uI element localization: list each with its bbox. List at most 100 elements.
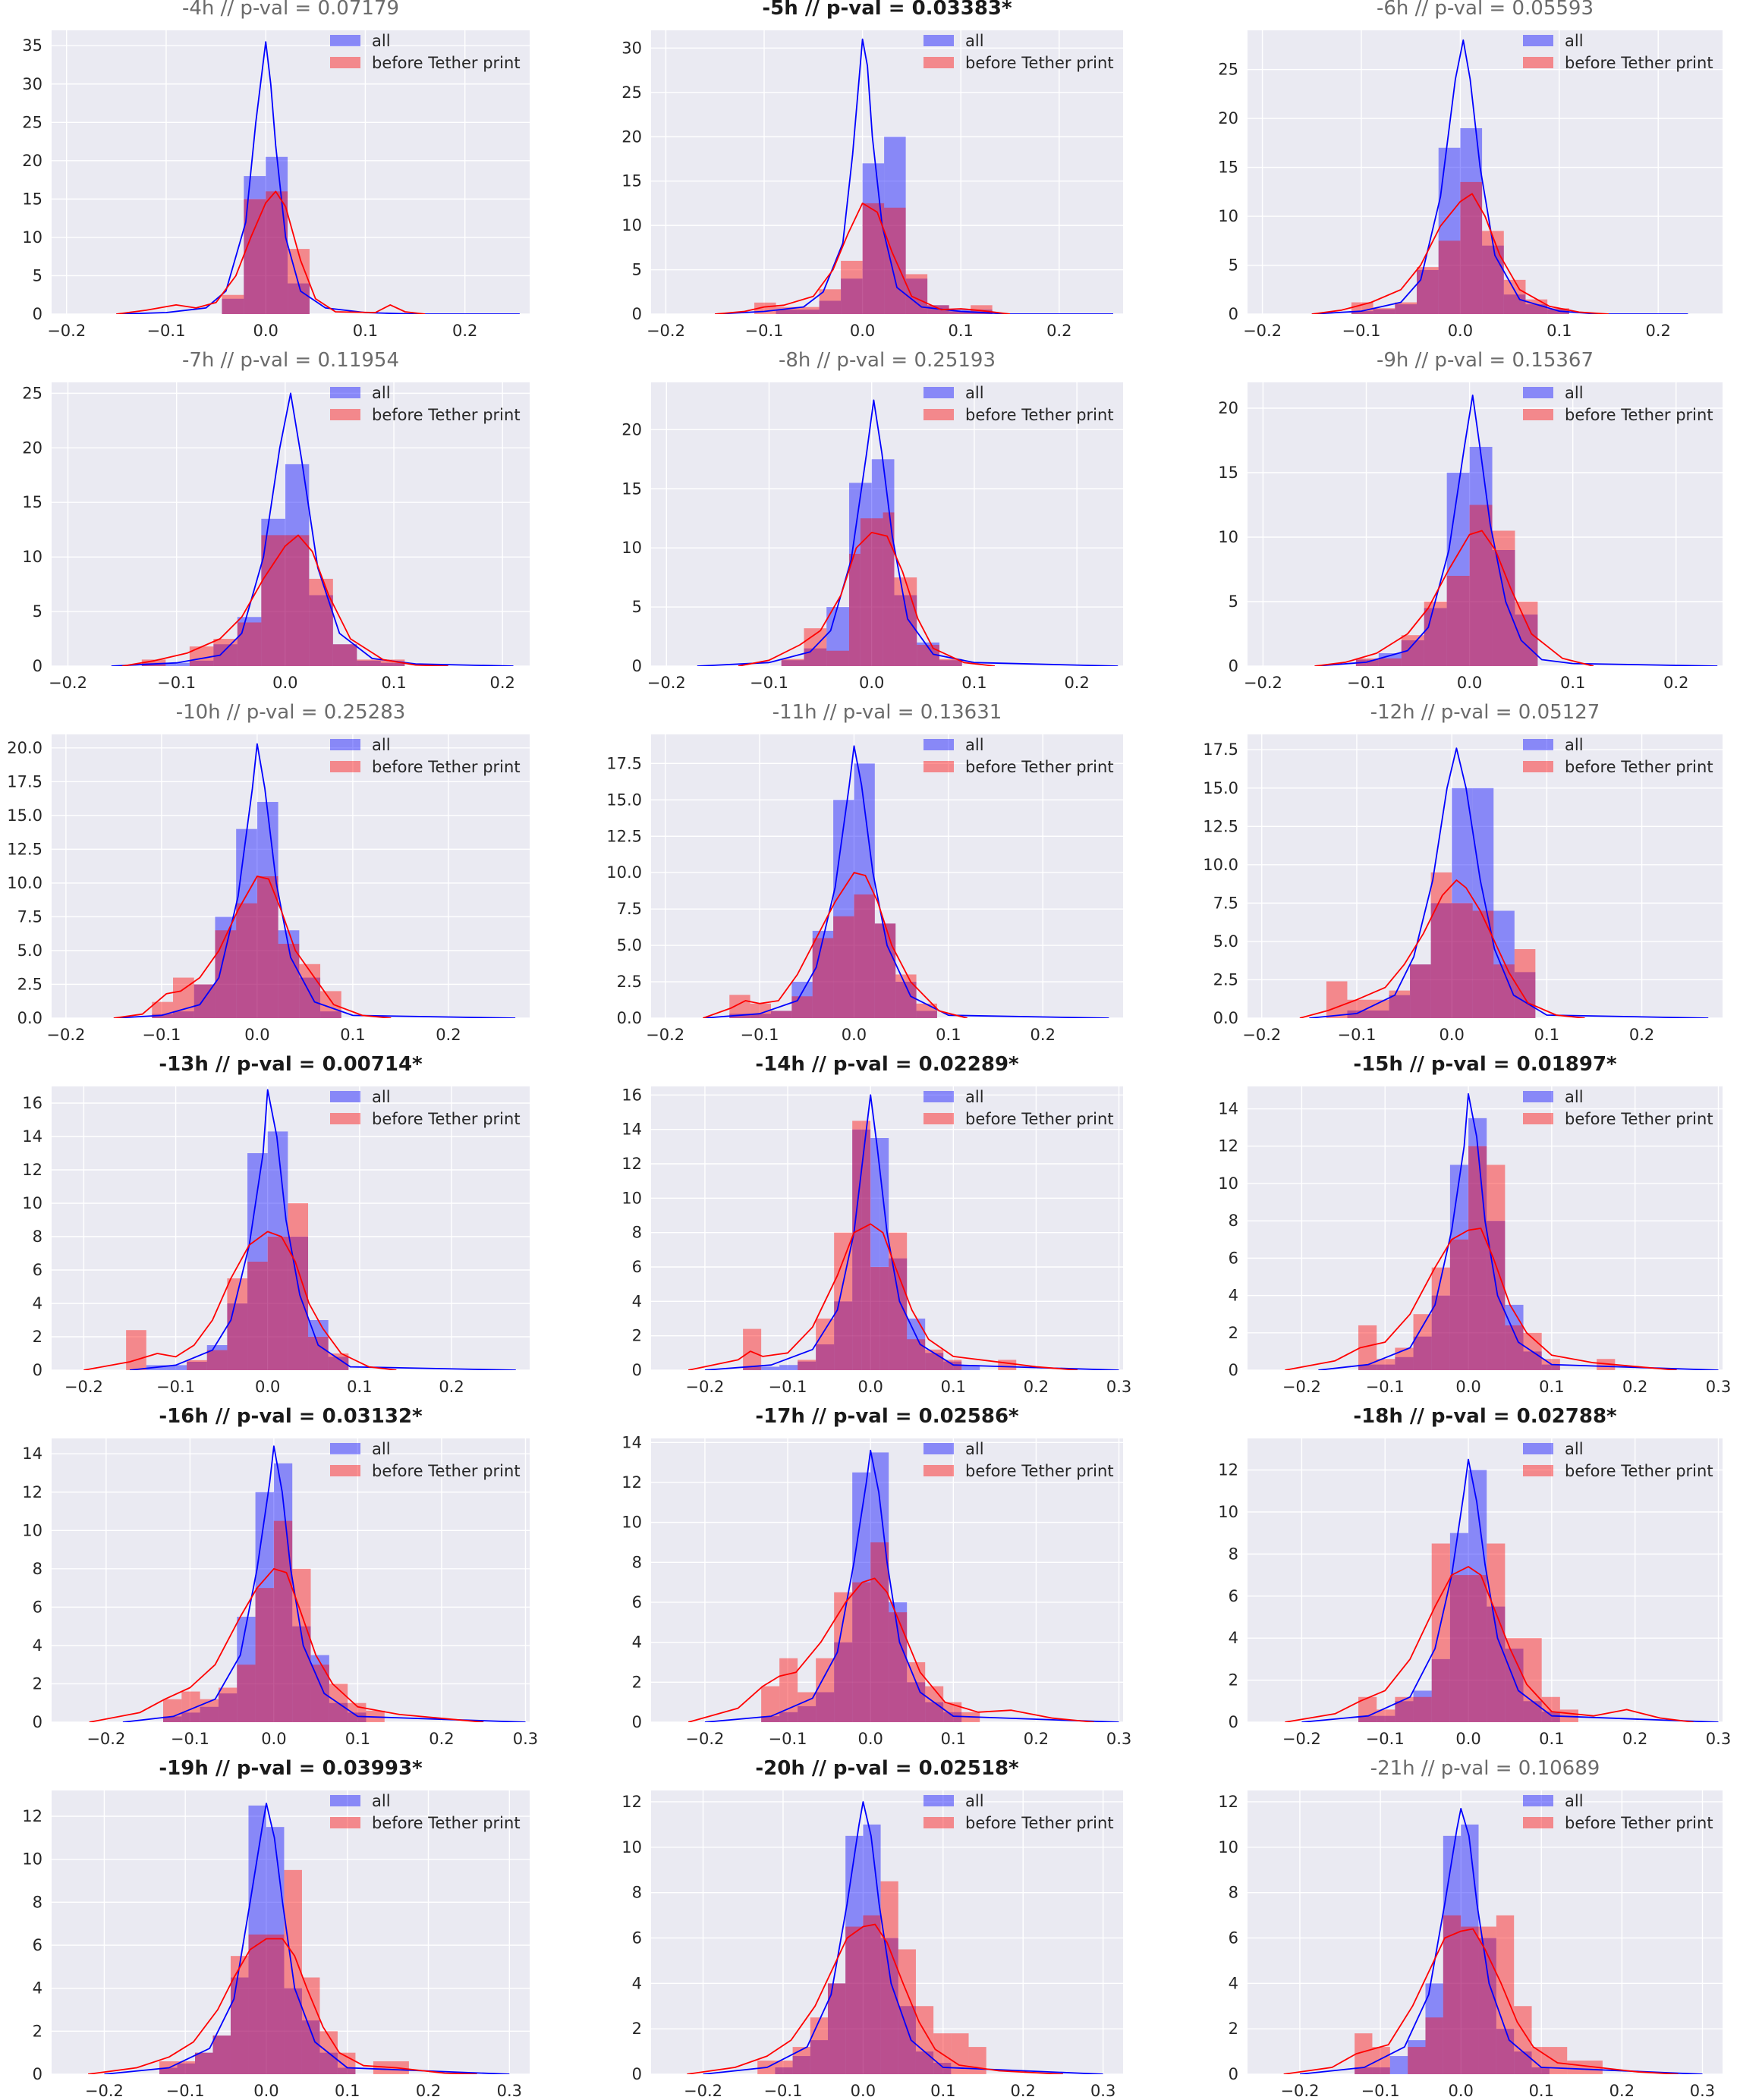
kde-line-before-tether: [715, 202, 1011, 314]
y-tick-label: 12: [1218, 1137, 1238, 1155]
x-tick-label: 0.2: [1064, 674, 1089, 692]
x-tick-label: 0.3: [1106, 1730, 1131, 1748]
kde-line-before-tether: [1285, 1566, 1694, 1722]
x-tick-label: 0.2: [416, 2082, 441, 2097]
y-tick-label: 15: [1218, 464, 1238, 482]
y-tick-label: 17.5: [7, 772, 42, 791]
bar-all: [1446, 473, 1470, 666]
bar-all: [860, 483, 872, 666]
bar-all: [1395, 1357, 1414, 1370]
y-tick-label: 10: [22, 1850, 42, 1869]
bar-all: [284, 1988, 302, 2074]
y-tick-label: 8: [1229, 1884, 1238, 1902]
panel-title: -10h // p-val = 0.25283: [176, 701, 406, 724]
x-tick-label: 0.1: [340, 1026, 365, 1044]
bar-all: [1460, 127, 1483, 314]
bar-all: [1358, 1715, 1377, 1722]
bar-before-tether: [1449, 1239, 1469, 1370]
legend-swatch-all: [923, 35, 954, 46]
legend-swatch-before-tether: [330, 761, 360, 772]
x-tick-label: −0.2: [646, 1026, 684, 1044]
x-tick-label: −0.1: [166, 2082, 205, 2097]
bar-all: [1452, 788, 1473, 1018]
bar-all: [1425, 1983, 1443, 2074]
x-tick-label: 0.1: [961, 674, 986, 692]
bar-before-tether: [1449, 1575, 1469, 1722]
bar-all: [779, 1712, 798, 1722]
y-tick-label: 5.0: [617, 936, 642, 954]
x-tick-label: −0.2: [647, 322, 685, 340]
bar-all: [1431, 1658, 1450, 1722]
legend-label-before-tether: before Tether print: [965, 1110, 1114, 1128]
bar-before-tether: [1372, 2047, 1390, 2074]
bar-all: [329, 1702, 348, 1722]
histogram-panel-13: 0 2 4 6 8 10 12 14 −0.2 −0.1 0.0 0.1 0.2 0.3 -17h // p…: [621, 1405, 1131, 1748]
x-tick-label: −0.1: [142, 1026, 181, 1044]
bar-before-tether: [215, 930, 237, 1018]
plot-area: [52, 382, 530, 666]
y-tick-label: 8: [1229, 1212, 1238, 1230]
panel-title: -21h // p-val = 0.10689: [1370, 1757, 1600, 1780]
legend-swatch-before-tether: [330, 57, 360, 68]
y-tick-label: 0: [33, 657, 42, 675]
bar-all: [812, 930, 834, 1018]
plot-area: [651, 1438, 1123, 1722]
bar-before-tether: [1326, 981, 1348, 1018]
bar-before-tether: [816, 1658, 835, 1722]
bar-before-tether: [1468, 1575, 1487, 1722]
x-tick-label: 0.1: [335, 2082, 360, 2097]
y-tick-label: 5.0: [17, 942, 42, 960]
bar-before-tether: [845, 1926, 864, 2074]
bar-all: [770, 1011, 792, 1018]
y-tick-label: 20: [22, 439, 42, 457]
bar-before-tether: [1461, 1926, 1479, 2074]
bar-all: [1389, 2056, 1408, 2074]
y-tick-label: 20: [1218, 399, 1238, 417]
panel-title: -7h // p-val = 0.11954: [182, 349, 399, 372]
y-tick-label: 2: [1229, 1324, 1238, 1342]
bar-all: [834, 1642, 853, 1722]
bar-before-tether: [827, 1983, 846, 2074]
bar-before-tether: [894, 577, 917, 666]
bar-all: [750, 1014, 771, 1018]
bar-before-tether: [874, 923, 896, 1018]
y-tick-label: 2: [33, 1328, 42, 1346]
kde-line-before-tether: [1314, 530, 1594, 666]
x-tick-label: 0.0: [857, 1730, 883, 1748]
bar-before-tether: [200, 1699, 219, 1722]
bar-all: [163, 1716, 182, 1722]
legend-swatch-all: [923, 1091, 954, 1102]
bar-before-tether: [1425, 2017, 1443, 2074]
kde-line-before-tether: [687, 1923, 1063, 2074]
bar-all: [1493, 910, 1515, 1018]
legend-swatch-all: [1523, 1091, 1553, 1102]
x-tick-label: −0.2: [1282, 1730, 1321, 1748]
panel-title: -12h // p-val = 0.05127: [1370, 701, 1600, 724]
bar-before-tether: [812, 938, 834, 1018]
bar-before-tether: [826, 650, 849, 666]
legend-label-all: all: [372, 384, 391, 402]
histogram-panel-10: 0 2 4 6 8 10 12 14 16 −0.2 −0.1 0.0 0.1 0.2 0.3 -14h //…: [621, 1053, 1131, 1396]
x-tick-label: 0.0: [261, 1730, 286, 1748]
kde-line-all: [1301, 1458, 1719, 1722]
legend: all before Tether print: [330, 1440, 521, 1480]
y-tick-label: 12: [621, 1473, 642, 1492]
x-tick-label: 0.2: [1629, 1026, 1654, 1044]
bar-all: [165, 662, 190, 666]
histogram-panel-9: 0 2 4 6 8 10 12 14 16 −0.2 −0.1 0.0 0.1 0.2 -13h // p-…: [22, 1053, 530, 1396]
x-tick-label: 0.0: [272, 674, 297, 692]
legend-swatch-before-tether: [330, 409, 360, 420]
y-tick-label: 0: [1229, 2065, 1238, 2083]
legend-label-before-tether: before Tether print: [372, 406, 521, 424]
legend-label-all: all: [1565, 1440, 1584, 1458]
legend-label-before-tether: before Tether print: [965, 1462, 1114, 1480]
bar-all: [871, 459, 883, 666]
y-tick-label: 20: [22, 152, 42, 170]
bar-before-tether: [332, 644, 357, 666]
y-tick-label: 20: [621, 127, 642, 146]
legend-label-before-tether: before Tether print: [372, 1814, 521, 1832]
bar-all: [761, 1716, 780, 1722]
bar-all: [1531, 2067, 1550, 2074]
bar-before-tether: [834, 1592, 853, 1722]
